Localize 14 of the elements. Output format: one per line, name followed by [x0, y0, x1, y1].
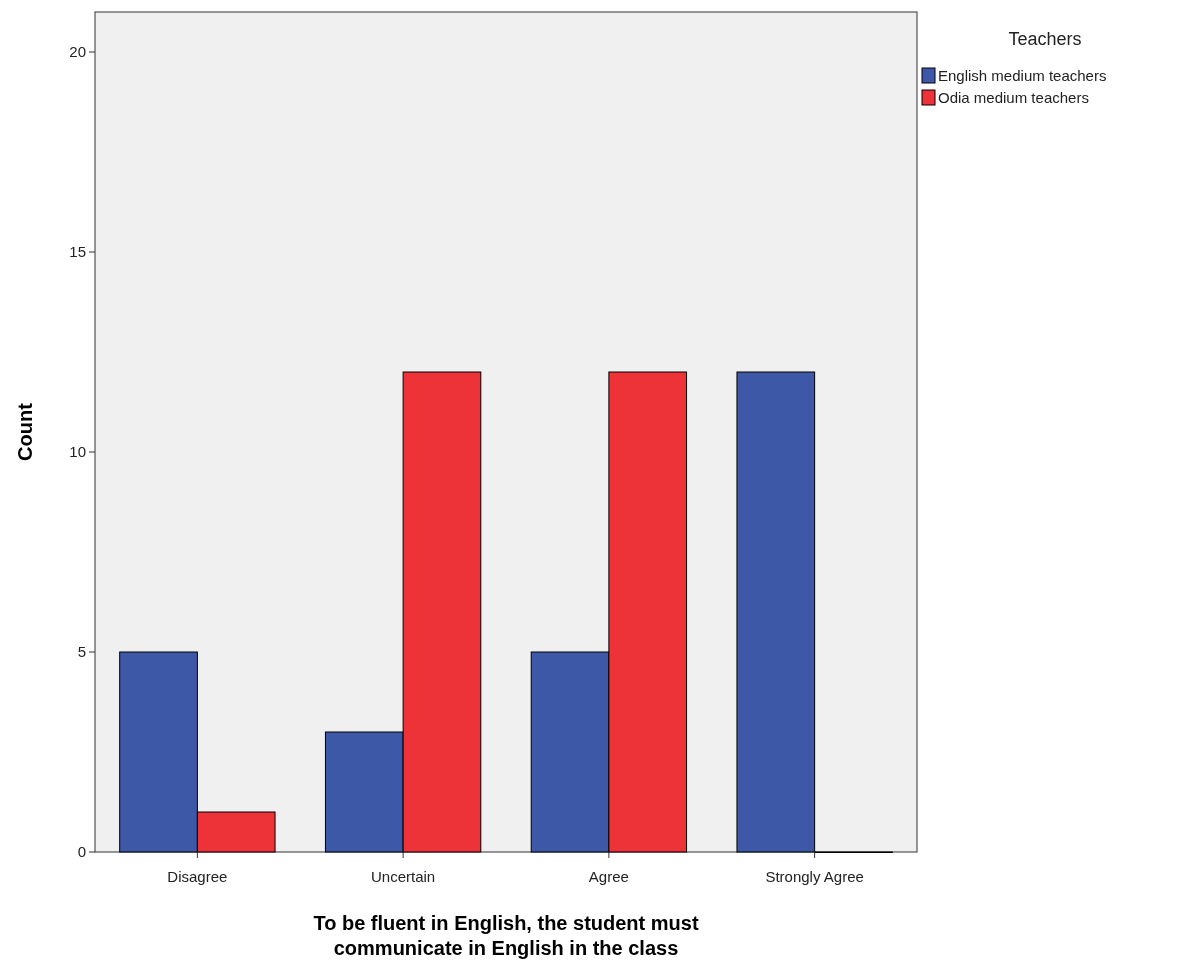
x-tick-label: Uncertain: [371, 868, 436, 885]
x-tick-label: Disagree: [167, 868, 228, 885]
y-axis-title: Count: [14, 402, 36, 461]
y-tick-label: 10: [69, 443, 86, 461]
legend-label: English medium teachers: [938, 67, 1107, 85]
y-tick-label: 5: [77, 643, 86, 661]
x-axis-title: To be fluent in English, the student must communicate in English in the class: [313, 912, 699, 959]
legend-title: Teachers: [1008, 29, 1082, 49]
y-tick-label: 20: [69, 43, 86, 61]
y-tick-label: 0: [77, 843, 86, 861]
x-tick-label: Agree: [588, 868, 629, 885]
x-tick-label: Strongly Agree: [765, 868, 864, 885]
legend-label: Odia medium teachers: [938, 89, 1089, 107]
y-tick-label: 15: [69, 243, 86, 261]
